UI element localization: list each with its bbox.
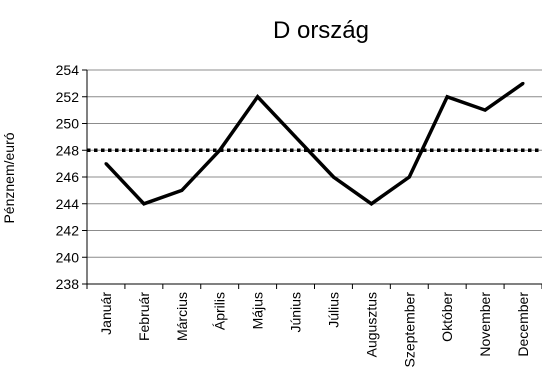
- y-axis-label: Pénznem/euró: [1, 132, 17, 223]
- x-tick-label-8: Szeptember: [401, 292, 417, 368]
- x-tick-label-2: Március: [174, 292, 190, 341]
- x-tick-label-11: December: [515, 292, 531, 357]
- data-point-3: [218, 148, 222, 152]
- series-line: [104, 81, 525, 206]
- y-tick-label-246: 246: [56, 169, 80, 185]
- axes: [86, 70, 542, 289]
- x-tick-label-6: Július: [325, 292, 341, 328]
- data-point-10: [483, 108, 487, 112]
- y-tick-label-240: 240: [56, 249, 80, 265]
- chart-title: D ország: [273, 17, 369, 44]
- y-tick-label-248: 248: [56, 142, 80, 158]
- data-point-0: [104, 162, 108, 166]
- y-tick-label-252: 252: [56, 89, 80, 105]
- data-point-9: [445, 95, 449, 99]
- x-tick-label-9: Október: [439, 292, 455, 342]
- y-tick-labels: 238 240 242 244 246 248 250 252 254: [56, 62, 80, 292]
- x-tick-label-4: Május: [250, 292, 266, 329]
- series-group: [104, 81, 525, 206]
- x-tick-label-7: Augusztus: [363, 292, 379, 357]
- x-tick-labels: Január Február Március Április Május Június Jú…: [98, 292, 531, 368]
- data-point-11: [521, 81, 525, 85]
- data-point-8: [407, 175, 411, 179]
- x-tick-label-10: November: [477, 292, 493, 357]
- y-tick-label-244: 244: [56, 196, 80, 212]
- data-point-1: [142, 202, 146, 206]
- data-point-5: [294, 135, 298, 139]
- data-point-7: [369, 202, 373, 206]
- y-tick-label-242: 242: [56, 223, 80, 239]
- y-tick-label-250: 250: [56, 116, 80, 132]
- x-tick-label-0: Január: [98, 292, 114, 335]
- y-tick-label-254: 254: [56, 62, 80, 78]
- y-tick-label-238: 238: [56, 276, 80, 292]
- data-point-6: [331, 175, 335, 179]
- x-tick-label-1: Február: [136, 292, 152, 341]
- x-tick-label-3: Április: [212, 292, 228, 330]
- data-point-2: [180, 188, 184, 192]
- x-tick-label-5: Június: [288, 292, 304, 332]
- data-point-4: [256, 95, 260, 99]
- gridlines: [82, 69, 542, 285]
